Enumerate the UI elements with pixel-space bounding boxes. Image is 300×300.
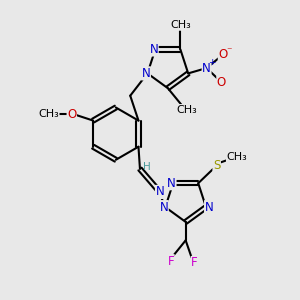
- Text: O: O: [67, 107, 76, 121]
- Text: CH₃: CH₃: [38, 109, 59, 119]
- Text: N: N: [142, 67, 150, 80]
- Text: O: O: [218, 48, 228, 61]
- Text: N: N: [202, 61, 211, 74]
- Text: CH₃: CH₃: [226, 152, 247, 162]
- Text: CH₃: CH₃: [170, 20, 191, 30]
- Text: ⁻: ⁻: [227, 46, 232, 56]
- Text: CH₃: CH₃: [176, 105, 196, 115]
- Text: N: N: [167, 177, 176, 190]
- Text: F: F: [167, 255, 174, 268]
- Text: S: S: [213, 159, 220, 172]
- Text: N: N: [205, 201, 213, 214]
- Text: H: H: [142, 162, 150, 172]
- Text: N: N: [160, 201, 168, 214]
- Text: O: O: [217, 76, 226, 89]
- Text: F: F: [191, 256, 198, 269]
- Text: N: N: [155, 185, 164, 198]
- Text: N: N: [149, 43, 158, 56]
- Text: +: +: [208, 58, 216, 67]
